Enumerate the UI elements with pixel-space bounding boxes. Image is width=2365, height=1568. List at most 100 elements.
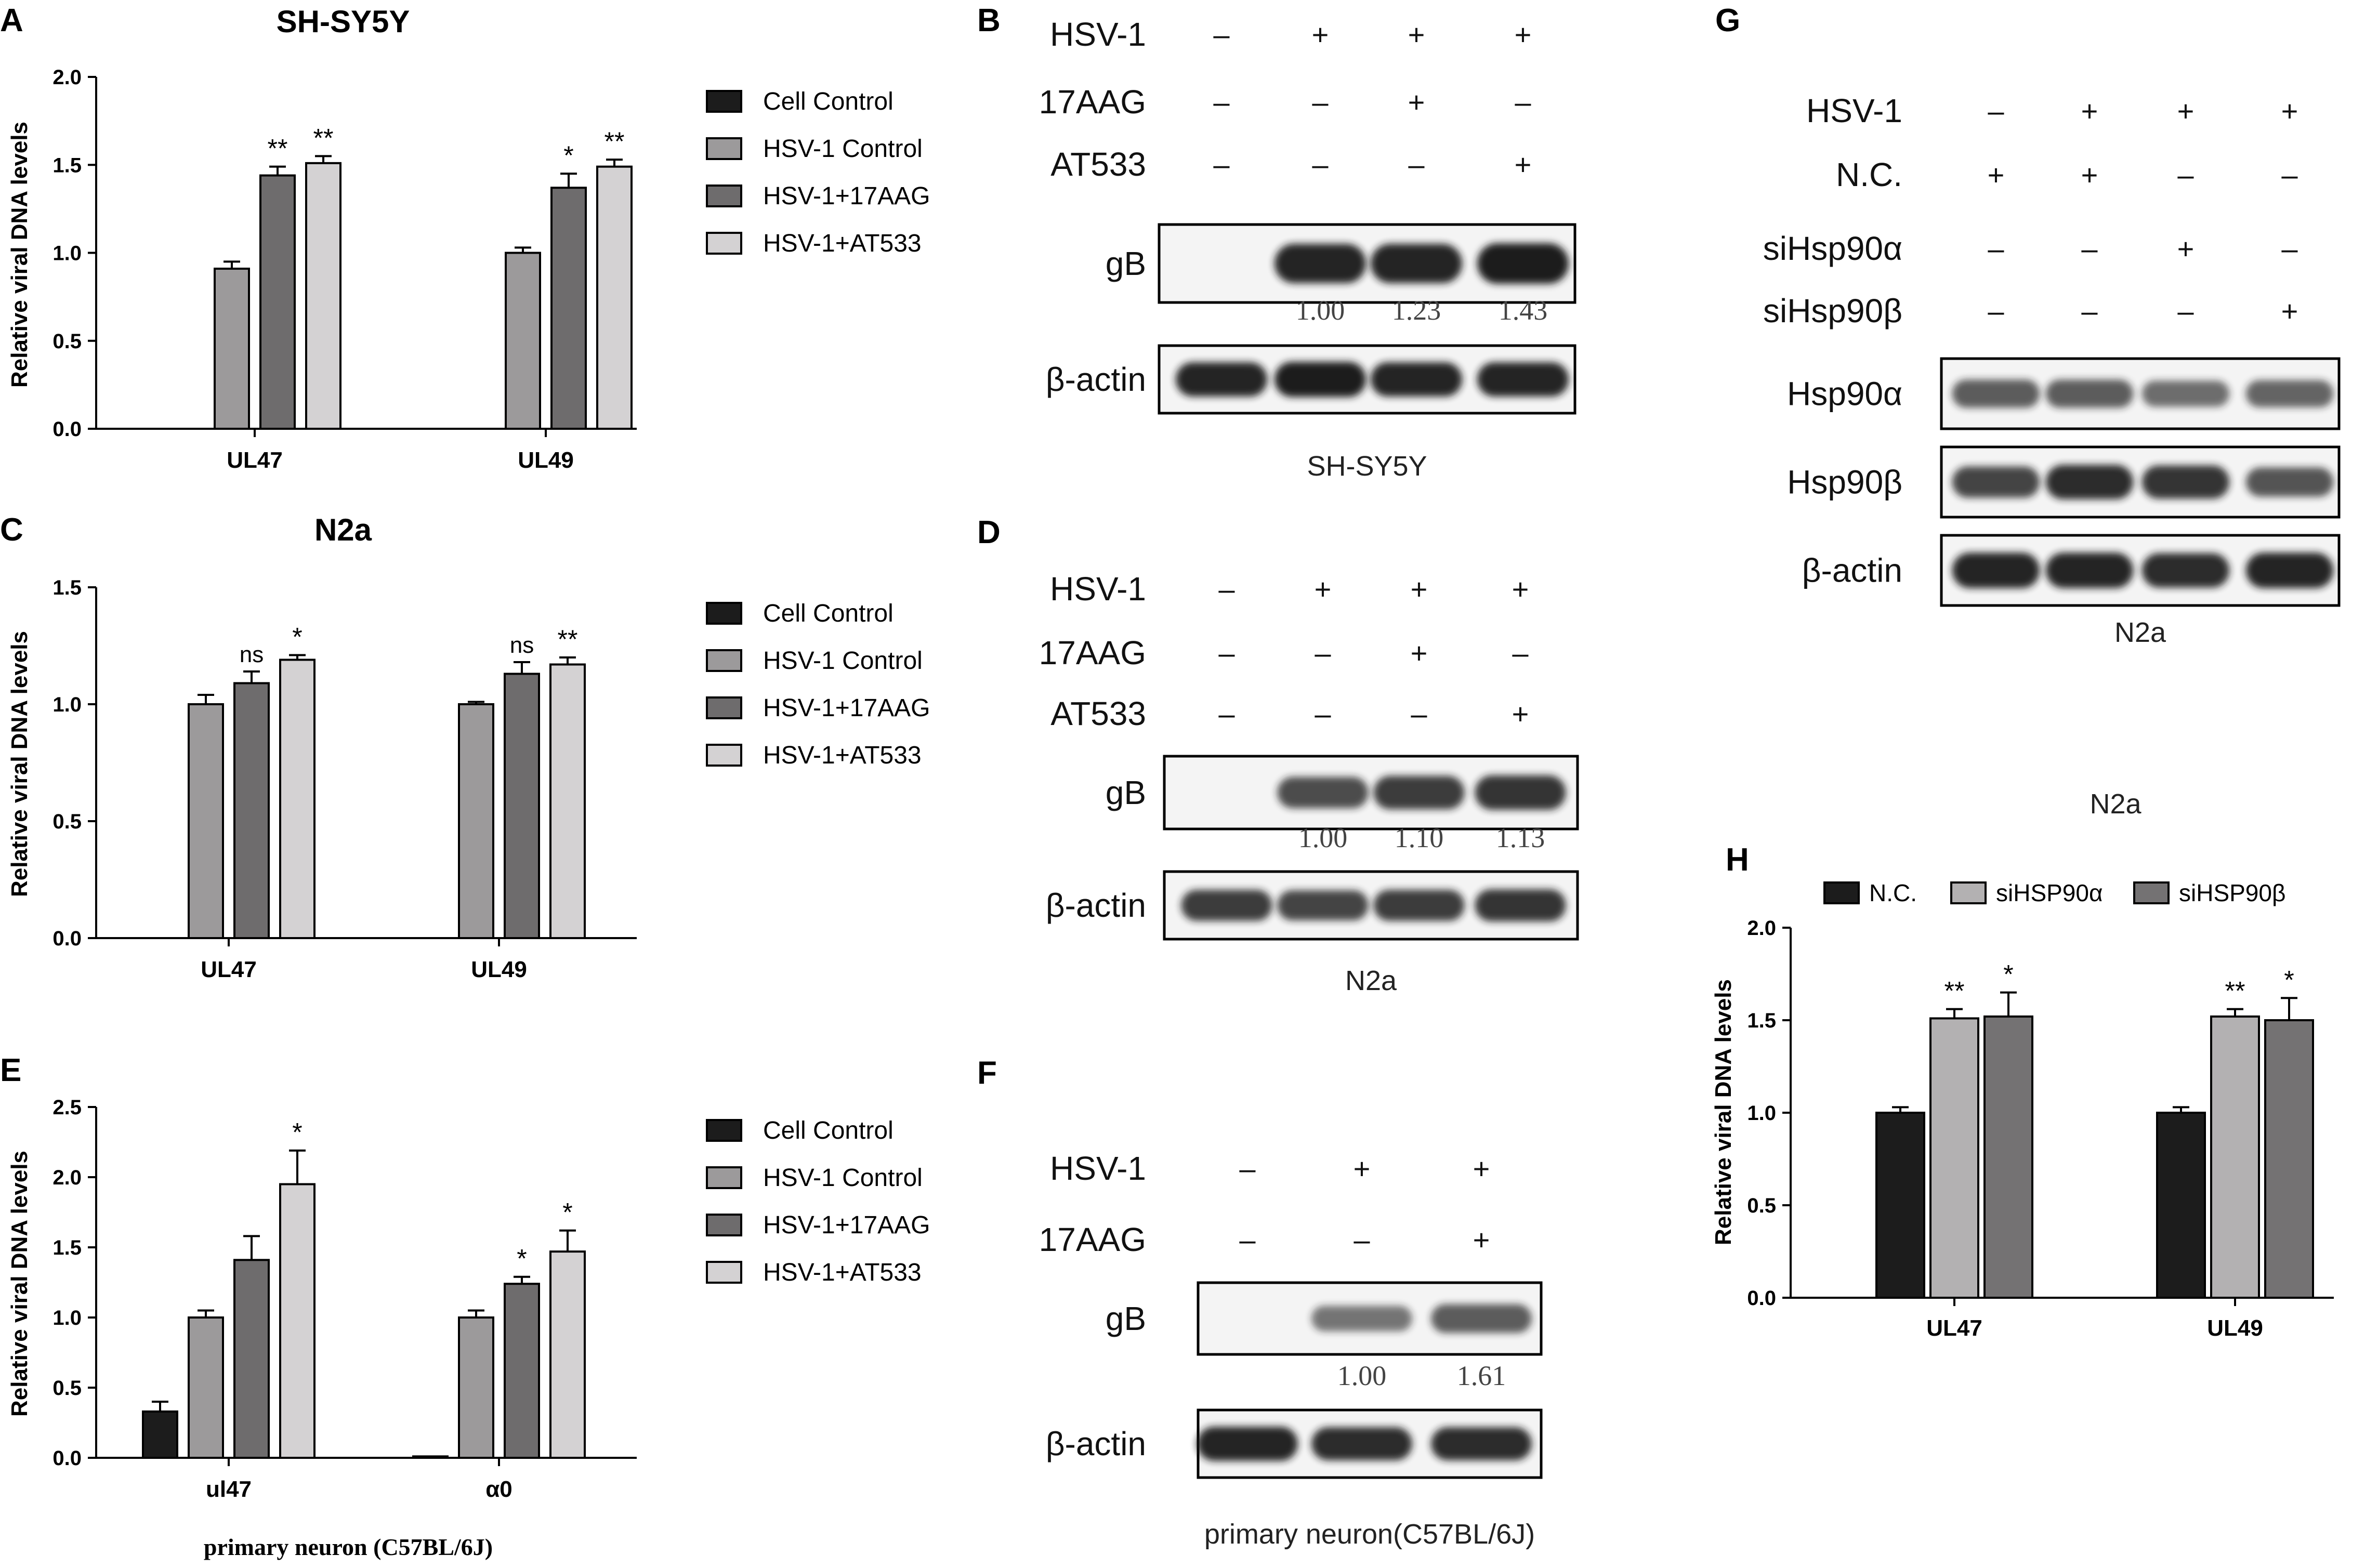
y-tick-label: 2.0 (52, 1166, 82, 1189)
legend-label: siHSP90β (2179, 879, 2285, 906)
y-tick-label: 1.0 (52, 693, 82, 716)
blot-row-label: gB (1106, 774, 1146, 811)
legend-swatch (706, 602, 742, 625)
bar (188, 1316, 224, 1459)
panel-g-secondary-caption: N2a (2090, 788, 2141, 820)
protein-band (2245, 380, 2334, 407)
y-tick-label: 1.5 (52, 1236, 82, 1259)
minus-sign: – (1213, 86, 1230, 118)
bar (504, 673, 540, 939)
legend: Cell Control HSV-1 Control HSV-1+17AAG HSV-… (706, 600, 930, 769)
legend-swatch (706, 185, 742, 207)
protein-band (1431, 1427, 1532, 1460)
minus-sign: – (1213, 148, 1230, 181)
significance-label: ** (268, 134, 288, 163)
legend-swatch (706, 232, 742, 255)
condition-label: AT533 (1050, 695, 1146, 732)
minus-sign: – (1315, 697, 1331, 730)
significance-label: * (517, 1244, 527, 1273)
condition-label: siHsp90α (1763, 230, 1902, 267)
minus-sign: – (2177, 295, 2194, 327)
protein-band (2045, 465, 2134, 499)
plus-sign: + (1411, 573, 1428, 605)
blot-row-label: Hsp90α (1787, 375, 1902, 413)
condition-label: 17AAG (1039, 634, 1146, 671)
x-tick-label: UL47 (201, 957, 257, 982)
minus-sign: – (2081, 295, 2098, 327)
plus-sign: + (1411, 637, 1428, 669)
blot-row: gB 1.00 1.10 1.13 (1106, 755, 1579, 853)
bar (279, 1183, 316, 1459)
panel-letter: F (977, 1055, 997, 1091)
x-tick-label: UL49 (471, 957, 527, 982)
minus-sign: – (2281, 232, 2298, 265)
blot-row: β-actin (1046, 344, 1576, 415)
plus-sign: + (2281, 295, 2298, 327)
x-tick-label: UL47 (227, 447, 283, 473)
chart-panel-c: C N2a Relative viral DNA levels 0.0 0.5 1.0 1.… (0, 512, 930, 982)
bar (1983, 1015, 2033, 1299)
bar (550, 187, 587, 430)
protein-band (2141, 553, 2230, 588)
bar (505, 252, 541, 430)
protein-band (1311, 1306, 1412, 1332)
chart-panel-e: E Relative viral DNA levels 0.0 0.5 1.0 1.5 2.… (0, 1052, 930, 1560)
blot-row: Hsp90β (1787, 445, 2341, 519)
bar (596, 165, 633, 430)
bar (142, 1410, 178, 1459)
plus-sign: + (1515, 18, 1532, 51)
legend-label: N.C. (1869, 879, 1917, 906)
plus-sign: + (2281, 95, 2298, 127)
y-axis-label: Relative viral DNA levels (1711, 979, 1736, 1245)
blot-panel-f: F HSV-1 – + +17AAG – – + gB 1.00 1.61 β-actin primar… (977, 1055, 1543, 1550)
panel-letter: H (1726, 842, 1749, 878)
band-quantification: 1.00 (1296, 295, 1345, 326)
protein-band (1952, 466, 2040, 498)
x-tick-label: UL47 (1926, 1315, 1982, 1341)
protein-band (1311, 1427, 1412, 1460)
legend-swatch (1950, 881, 1987, 904)
y-tick-label: 2.0 (1747, 917, 1776, 940)
panel-letter: G (1715, 3, 1740, 38)
bar (458, 703, 494, 939)
legend: N.C. siHSP90α siHSP90β (1823, 879, 2285, 906)
legend-label: HSV-1+AT533 (763, 1259, 922, 1286)
band-quantification: 1.10 (1395, 822, 1444, 853)
significance-label: ** (558, 625, 578, 654)
plus-sign: + (2081, 95, 2098, 127)
legend-label: HSV-1+17AAG (763, 694, 930, 722)
protein-band (2141, 465, 2230, 499)
plus-sign: + (2177, 95, 2195, 127)
bar (549, 663, 586, 939)
minus-sign: – (1354, 1223, 1370, 1256)
band-quantification: 1.61 (1457, 1360, 1506, 1391)
y-tick-label: 1.5 (52, 154, 82, 177)
legend-label: HSV-1 Control (763, 1164, 923, 1192)
legend-swatch (706, 1119, 742, 1142)
legend-swatch (706, 1261, 742, 1284)
y-tick-label: 1.0 (52, 242, 82, 265)
significance-label: * (2003, 960, 2013, 989)
legend-swatch (706, 90, 742, 113)
y-tick-label: 0.5 (52, 330, 82, 353)
protein-band (2045, 379, 2134, 408)
y-tick-label: 0.0 (52, 927, 82, 950)
x-tick-label: UL49 (518, 447, 574, 473)
legend-label: siHSP90α (1996, 879, 2103, 906)
chart-title: SH-SY5Y (277, 4, 410, 39)
significance-label: * (292, 623, 302, 652)
legend-label: HSV-1+17AAG (763, 1211, 930, 1239)
panel-letter: C (0, 512, 23, 548)
bar (214, 267, 250, 430)
significance-label: ** (2225, 977, 2245, 1006)
x-tick-label: ul47 (206, 1477, 252, 1502)
y-axis-label: Relative viral DNA levels (7, 631, 32, 897)
minus-sign: – (2281, 159, 2298, 191)
blot-row: β-actin (1046, 1408, 1543, 1479)
protein-band (2245, 467, 2334, 497)
y-tick-label: 1.5 (1747, 1009, 1776, 1032)
y-tick-label: 0.0 (1747, 1287, 1776, 1310)
bar (1929, 1017, 1979, 1299)
condition-label: HSV-1 (1050, 1150, 1146, 1187)
legend: Cell Control HSV-1 Control HSV-1+17AAG HSV-… (706, 88, 930, 257)
